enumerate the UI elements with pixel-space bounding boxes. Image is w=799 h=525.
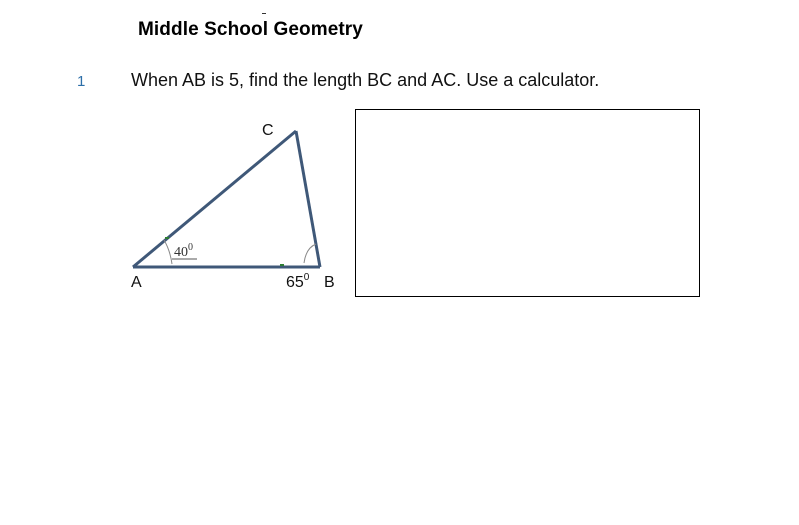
title-dash-mark xyxy=(262,13,266,14)
marker-a xyxy=(165,237,169,239)
angle-b-label: 650 xyxy=(286,272,310,291)
vertex-label-a: A xyxy=(131,274,142,291)
side-ac xyxy=(132,129,297,269)
answer-box[interactable] xyxy=(355,109,700,297)
side-bc xyxy=(294,130,322,268)
question-text: When AB is 5, find the length BC and AC.… xyxy=(131,70,600,90)
marker-b xyxy=(280,264,284,266)
angle-b-arc xyxy=(303,243,317,264)
question-number: 1 xyxy=(77,73,86,90)
vertex-label-b: B xyxy=(324,274,335,291)
angle-a-label: 400 xyxy=(174,242,193,260)
vertex-label-c: C xyxy=(262,122,274,139)
angle-a-arc xyxy=(163,239,173,265)
page-title: Middle School Geometry xyxy=(138,19,363,40)
